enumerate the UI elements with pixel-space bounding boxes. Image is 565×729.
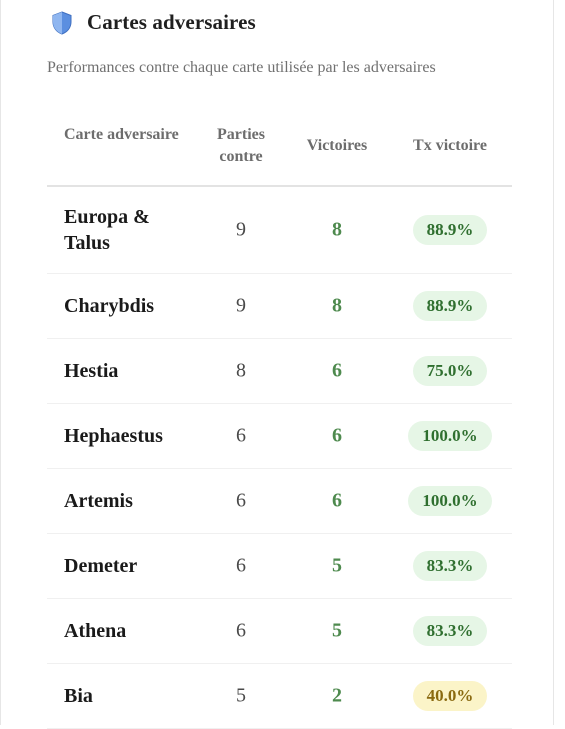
games-played: 6 bbox=[236, 489, 246, 512]
win-rate-badge: 100.0% bbox=[408, 486, 492, 516]
win-rate-badge: 88.9% bbox=[412, 215, 488, 245]
table-row: Charybdis 9 8 88.9% bbox=[47, 274, 512, 339]
win-rate-badge: 100.0% bbox=[408, 421, 492, 451]
win-rate-cell: 40.0% bbox=[403, 681, 497, 711]
wins-count: 6 bbox=[332, 424, 342, 447]
games-played: 9 bbox=[236, 218, 246, 241]
win-rate-cell: 88.9% bbox=[403, 215, 497, 245]
table-row: Demeter 6 5 83.3% bbox=[47, 534, 512, 599]
win-rate-badge: 40.0% bbox=[412, 681, 488, 711]
column-header-played[interactable]: Parties contre bbox=[217, 126, 265, 165]
card-name: Artemis bbox=[64, 490, 133, 512]
wins-count: 5 bbox=[332, 619, 342, 642]
table-row: Bia 5 2 40.0% bbox=[47, 664, 512, 729]
games-played: 6 bbox=[236, 619, 246, 642]
win-rate-badge: 75.0% bbox=[412, 356, 488, 386]
wins-count: 5 bbox=[332, 554, 342, 577]
table-row: Athena 6 5 83.3% bbox=[47, 599, 512, 664]
win-rate-badge: 83.3% bbox=[412, 616, 488, 646]
card-name: Athena bbox=[64, 620, 127, 642]
opponent-cards-table: Carte adversaire Parties contre Victoire… bbox=[47, 115, 512, 729]
win-rate-cell: 83.3% bbox=[403, 551, 497, 581]
table-row: Hephaestus 6 6 100.0% bbox=[47, 404, 512, 469]
card-name: Bia bbox=[64, 685, 93, 707]
wins-count: 6 bbox=[332, 489, 342, 512]
games-played: 9 bbox=[236, 294, 246, 317]
panel-header: Cartes adversaires bbox=[51, 10, 256, 35]
wins-count: 8 bbox=[332, 294, 342, 317]
column-header-wins[interactable]: Victoires bbox=[306, 137, 368, 154]
card-name: Demeter bbox=[64, 555, 138, 577]
table-header: Carte adversaire Parties contre Victoire… bbox=[47, 115, 512, 187]
games-played: 8 bbox=[236, 359, 246, 382]
wins-count: 8 bbox=[332, 218, 342, 241]
win-rate-cell: 75.0% bbox=[403, 356, 497, 386]
games-played: 5 bbox=[236, 684, 246, 707]
card-name: Hestia bbox=[64, 360, 119, 382]
card-name: Hephaestus bbox=[64, 425, 163, 447]
table-row: Europa & Talus 9 8 88.9% bbox=[47, 187, 512, 274]
table-row: Hestia 8 6 75.0% bbox=[47, 339, 512, 404]
win-rate-cell: 100.0% bbox=[403, 486, 497, 516]
panel-title: Cartes adversaires bbox=[87, 10, 256, 34]
games-played: 6 bbox=[236, 424, 246, 447]
panel-subtitle: Performances contre chaque carte utilisé… bbox=[47, 59, 436, 76]
column-header-card[interactable]: Carte adversaire bbox=[64, 126, 179, 143]
shield-icon bbox=[51, 10, 73, 35]
table-row: Artemis 6 6 100.0% bbox=[47, 469, 512, 534]
wins-count: 2 bbox=[332, 684, 342, 707]
win-rate-badge: 88.9% bbox=[412, 291, 488, 321]
wins-count: 6 bbox=[332, 359, 342, 382]
games-played: 6 bbox=[236, 554, 246, 577]
win-rate-cell: 100.0% bbox=[403, 421, 497, 451]
win-rate-cell: 88.9% bbox=[403, 291, 497, 321]
card-name: Charybdis bbox=[64, 295, 155, 317]
card-name: Europa & Talus bbox=[64, 206, 150, 254]
column-header-win-rate[interactable]: Tx victoire bbox=[413, 137, 487, 154]
win-rate-cell: 83.3% bbox=[403, 616, 497, 646]
win-rate-badge: 83.3% bbox=[412, 551, 488, 581]
